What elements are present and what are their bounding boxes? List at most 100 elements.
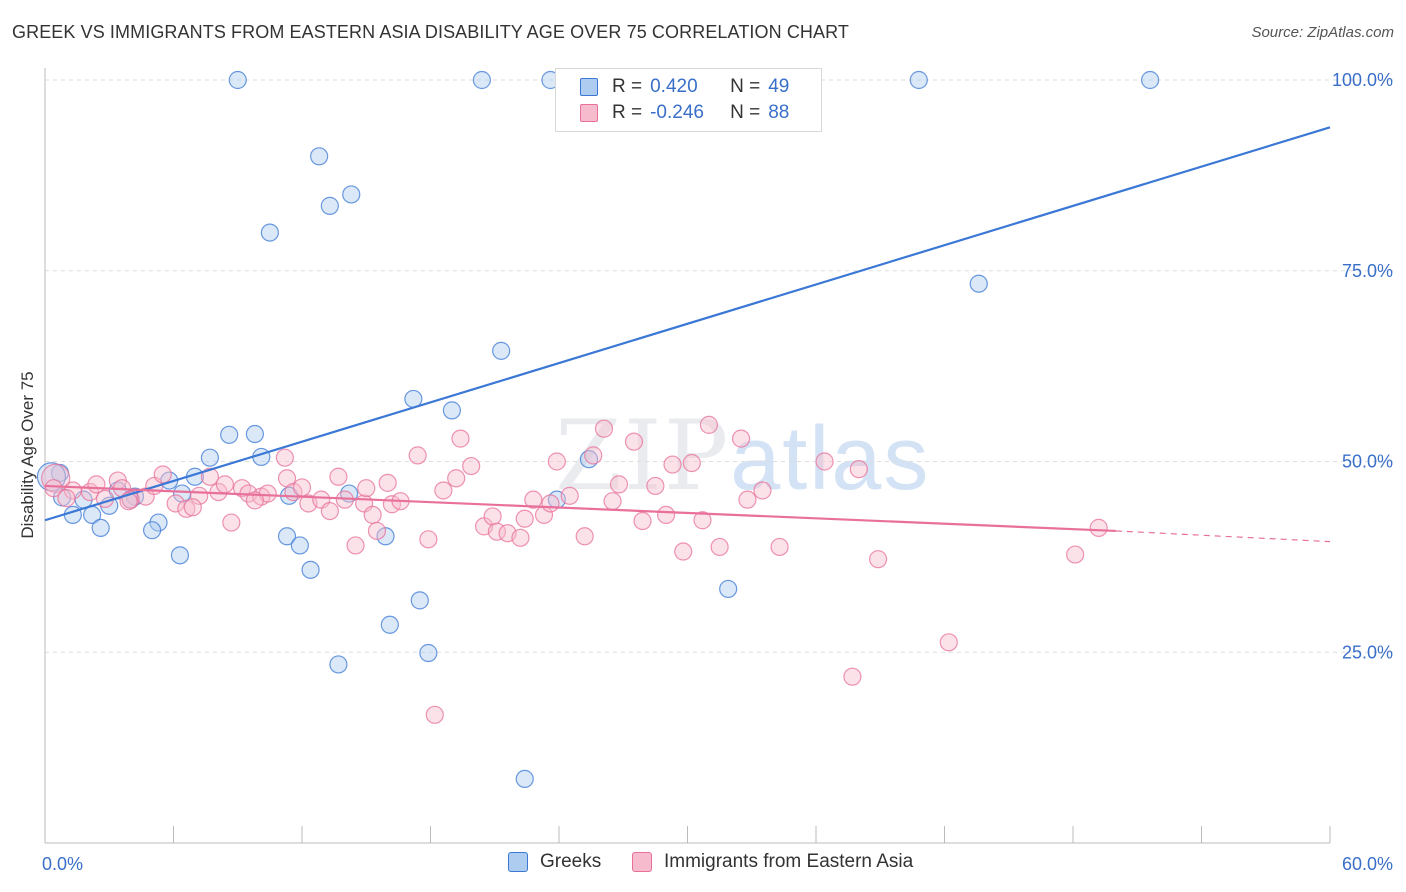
legend-item-greeks[interactable]: Greeks (508, 851, 601, 873)
point-greeks (228, 70, 247, 90)
point-greeks (909, 70, 928, 90)
point-eastern-asia (515, 509, 534, 528)
x-tick-label: 0.0% (42, 854, 83, 874)
point-eastern-asia (541, 494, 560, 513)
point-greeks (320, 196, 339, 215)
point-greeks (472, 70, 491, 90)
point-eastern-asia (215, 475, 234, 494)
y-tick-label: 100.0% (1332, 70, 1393, 90)
point-greeks (442, 401, 462, 420)
point-greeks (492, 341, 511, 360)
correlation-legend: R = 0.420 N = 49 R = -0.246 N = 88 (555, 68, 822, 132)
legend-swatch-pink (632, 852, 652, 872)
point-greeks (419, 643, 438, 663)
point-eastern-asia (843, 667, 862, 686)
y-tick-label: 75.0% (1342, 261, 1393, 281)
legend-swatch-blue (580, 78, 598, 96)
point-eastern-asia (177, 499, 196, 518)
point-eastern-asia (609, 475, 629, 494)
point-eastern-asia (674, 542, 693, 561)
point-eastern-asia (699, 415, 719, 434)
source-label: Source: ZipAtlas.com (1251, 24, 1394, 41)
n-value: 49 (768, 76, 790, 97)
watermark-zip: ZIP (555, 400, 731, 512)
y-tick-label: 50.0% (1342, 452, 1393, 472)
point-eastern-asia (44, 479, 63, 498)
trendline-greeks (44, 126, 1331, 522)
trendline-eastern-asia-extension (1115, 530, 1331, 543)
point-greeks (245, 424, 264, 444)
point-eastern-asia (633, 511, 652, 531)
point-eastern-asia (434, 481, 453, 500)
r-value: 0.420 (650, 76, 698, 97)
point-eastern-asia (346, 536, 365, 555)
point-eastern-asia (710, 537, 729, 557)
point-eastern-asia (663, 455, 682, 474)
point-eastern-asia (753, 481, 772, 500)
point-eastern-asia (1089, 518, 1108, 537)
legend-swatch-pink (580, 104, 598, 122)
point-eastern-asia (511, 528, 530, 547)
point-eastern-asia (939, 633, 958, 652)
point-eastern-asia (815, 452, 834, 471)
point-eastern-asia (166, 494, 185, 513)
r-label: R = (612, 102, 643, 123)
point-greeks (719, 579, 738, 599)
point-eastern-asia (731, 429, 751, 448)
point-eastern-asia (378, 473, 397, 492)
legend-label-eastern-asia: Immigrants from Eastern Asia (664, 851, 914, 872)
point-eastern-asia (153, 465, 172, 484)
point-eastern-asia (575, 527, 594, 546)
point-greeks (260, 223, 279, 242)
x-tick-label: 60.0% (1342, 854, 1393, 874)
point-eastern-asia (603, 492, 622, 511)
point-eastern-asia (408, 446, 427, 465)
n-value: 88 (768, 102, 790, 123)
point-eastern-asia (245, 491, 264, 510)
point-greeks (290, 536, 309, 555)
point-eastern-asia (275, 448, 294, 467)
n-label: N = (730, 102, 761, 123)
y-tick-label: 25.0% (1342, 642, 1393, 662)
point-greeks (380, 615, 399, 634)
point-eastern-asia (594, 419, 614, 438)
legend-item-eastern-asia[interactable]: Immigrants from Eastern Asia (632, 851, 913, 873)
point-eastern-asia (646, 476, 665, 496)
point-greeks (342, 185, 361, 204)
point-eastern-asia (320, 501, 339, 521)
point-eastern-asia (363, 505, 382, 525)
point-eastern-asia (738, 490, 757, 509)
watermark: ZIPatlas (555, 400, 930, 512)
point-eastern-asia (1066, 545, 1085, 564)
point-eastern-asia (183, 498, 202, 517)
point-eastern-asia (483, 507, 502, 526)
point-eastern-asia (292, 478, 312, 497)
trendline-eastern-asia (44, 484, 1116, 533)
point-eastern-asia (222, 513, 241, 532)
point-eastern-asia (57, 489, 76, 508)
point-eastern-asia (357, 479, 376, 498)
point-eastern-asia (419, 530, 438, 549)
point-eastern-asia (329, 467, 348, 486)
point-eastern-asia (462, 456, 481, 476)
point-greeks (1140, 70, 1160, 90)
point-greeks (376, 527, 395, 546)
point-eastern-asia (425, 705, 444, 724)
point-greeks (515, 769, 534, 789)
point-greeks (149, 513, 168, 532)
point-greeks (142, 521, 162, 540)
point-eastern-asia (447, 469, 466, 488)
watermark-atlas: atlas (730, 409, 931, 509)
legend-swatch-blue (508, 852, 528, 872)
point-greeks (410, 591, 429, 610)
point-eastern-asia (560, 486, 579, 505)
point-greeks (329, 655, 348, 674)
point-greeks (220, 425, 239, 444)
point-eastern-asia (770, 537, 789, 557)
legend-label-greeks: Greeks (540, 851, 602, 872)
point-greeks (91, 518, 110, 537)
point-eastern-asia (87, 475, 106, 494)
point-eastern-asia (367, 521, 387, 541)
point-eastern-asia (584, 446, 603, 465)
